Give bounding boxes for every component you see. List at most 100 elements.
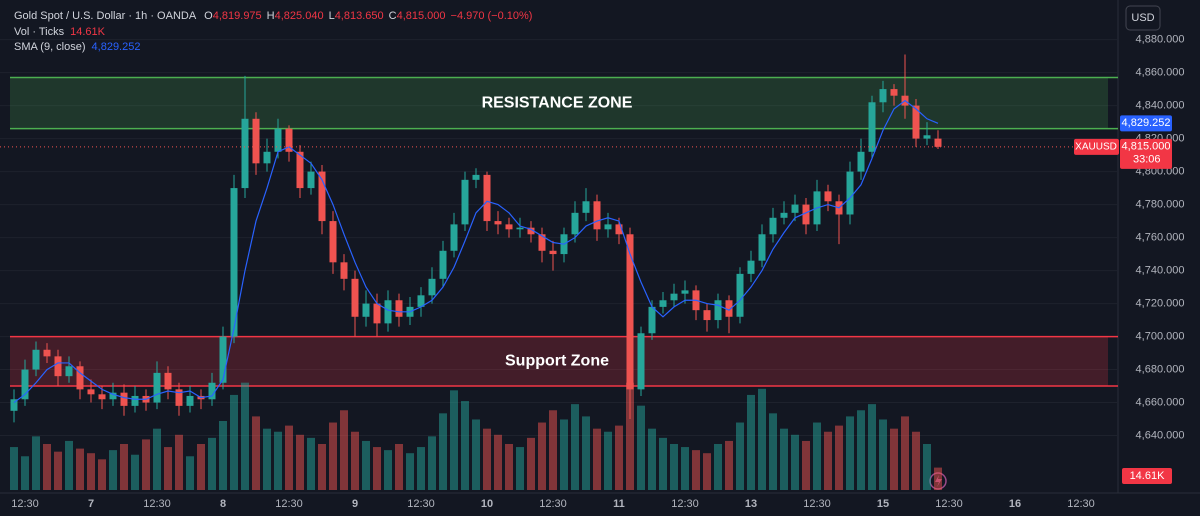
volume-bar <box>483 428 491 490</box>
volume-badge-label: 14.61K <box>1130 470 1166 482</box>
volume-bar <box>175 434 183 490</box>
candle-body <box>351 278 359 317</box>
volume-bar <box>32 436 40 490</box>
overlay-layer: RESISTANCE ZONE Support Zone <box>0 94 1118 404</box>
volume-bar <box>703 453 711 490</box>
candle-body <box>615 224 623 235</box>
candle-body <box>241 118 249 189</box>
volume-bar <box>76 448 84 490</box>
candle-body <box>340 262 348 279</box>
candle-body <box>736 273 744 317</box>
volume-bar <box>747 394 755 490</box>
candle-body <box>76 366 84 390</box>
candle-body <box>230 188 238 337</box>
candle-body <box>21 369 29 400</box>
volume-bar <box>296 434 304 490</box>
candle-body <box>791 204 799 213</box>
candle-body <box>659 300 667 307</box>
x-tick-label: 12:30 <box>11 498 39 510</box>
x-tick-label: 12:30 <box>539 498 567 510</box>
candle-body <box>384 300 392 324</box>
volume-bar <box>120 444 128 490</box>
volume-bar <box>912 431 920 490</box>
x-tick-label: 15 <box>877 498 889 510</box>
volume-bar <box>571 404 579 490</box>
candle-body <box>274 128 282 152</box>
candle-body <box>890 89 898 96</box>
x-tick-label: 16 <box>1009 498 1021 510</box>
volume-bar <box>846 416 854 490</box>
candle-body <box>846 171 854 215</box>
candle-body <box>505 224 513 230</box>
candle-body <box>670 293 678 301</box>
y-tick-label: 4,680.000 <box>1136 363 1185 375</box>
volume-bar <box>439 413 447 490</box>
volume-bar <box>417 447 425 490</box>
ohlc-value: 4,815.000 <box>397 10 446 22</box>
candle-body <box>516 227 524 230</box>
zone-label: RESISTANCE ZONE <box>482 94 633 111</box>
legend-line: Vol · Ticks 14.61K <box>14 26 106 38</box>
candle-body <box>538 234 546 251</box>
volume-bar <box>384 450 392 490</box>
x-tick-label: 12:30 <box>803 498 831 510</box>
volume-bar <box>505 444 513 490</box>
candle-body <box>373 303 381 324</box>
candle-body <box>439 250 447 279</box>
candle-body <box>307 171 315 189</box>
candle-body <box>252 118 260 164</box>
volume-value: 14.61K <box>70 26 106 38</box>
volume-bar <box>615 425 623 490</box>
candle-body <box>758 234 766 261</box>
candle-body <box>263 151 271 164</box>
volume-bar <box>109 450 117 490</box>
y-tick-label: 4,840.000 <box>1136 99 1185 111</box>
candle-body <box>43 349 51 357</box>
volume-bar <box>670 444 678 490</box>
volume-bar <box>351 431 359 490</box>
volume-bar <box>87 453 95 490</box>
candle-body <box>362 303 370 317</box>
volume-bar <box>208 437 216 490</box>
candle-body <box>725 300 733 317</box>
volume-bar <box>318 444 326 490</box>
zone <box>10 336 1108 387</box>
volume-bar <box>98 459 106 490</box>
countdown: 33:06 <box>1133 154 1161 166</box>
sma-badge-label: 4,829.252 <box>1122 117 1171 129</box>
x-tick-label: 8 <box>220 498 226 510</box>
candle-body <box>120 392 128 406</box>
x-tick-label: 12:30 <box>275 498 303 510</box>
candle-body <box>549 250 557 255</box>
sma-value: 4,829.252 <box>92 41 141 53</box>
volume-bar <box>472 419 480 490</box>
volume-bar <box>362 440 370 490</box>
volume-bar <box>307 437 315 490</box>
volume-bar <box>901 416 909 490</box>
volume-bar <box>10 447 18 490</box>
volume-layer <box>10 382 942 490</box>
y-tick-label: 4,860.000 <box>1136 66 1185 78</box>
ohlc-key: O <box>204 10 213 22</box>
candle-body <box>824 191 832 202</box>
candle-body <box>428 278 436 296</box>
currency-button[interactable] <box>1125 5 1161 31</box>
candle-body <box>175 389 183 406</box>
volume-bar <box>252 416 260 490</box>
volume-bar <box>538 422 546 490</box>
currency-label: USD <box>1131 12 1154 24</box>
volume-bar <box>604 431 612 490</box>
volume-bar <box>54 451 62 490</box>
candle-body <box>10 399 18 411</box>
candle-body <box>208 382 216 400</box>
volume-bar <box>659 437 667 490</box>
volume-bar <box>241 382 249 490</box>
volume-bar <box>527 437 535 490</box>
volume-bar <box>714 444 722 490</box>
volume-bar <box>461 401 469 490</box>
x-tick-label: 12:30 <box>935 498 963 510</box>
volume-bar <box>769 413 777 490</box>
sma-line <box>13 99 939 404</box>
candle-body <box>494 221 502 225</box>
